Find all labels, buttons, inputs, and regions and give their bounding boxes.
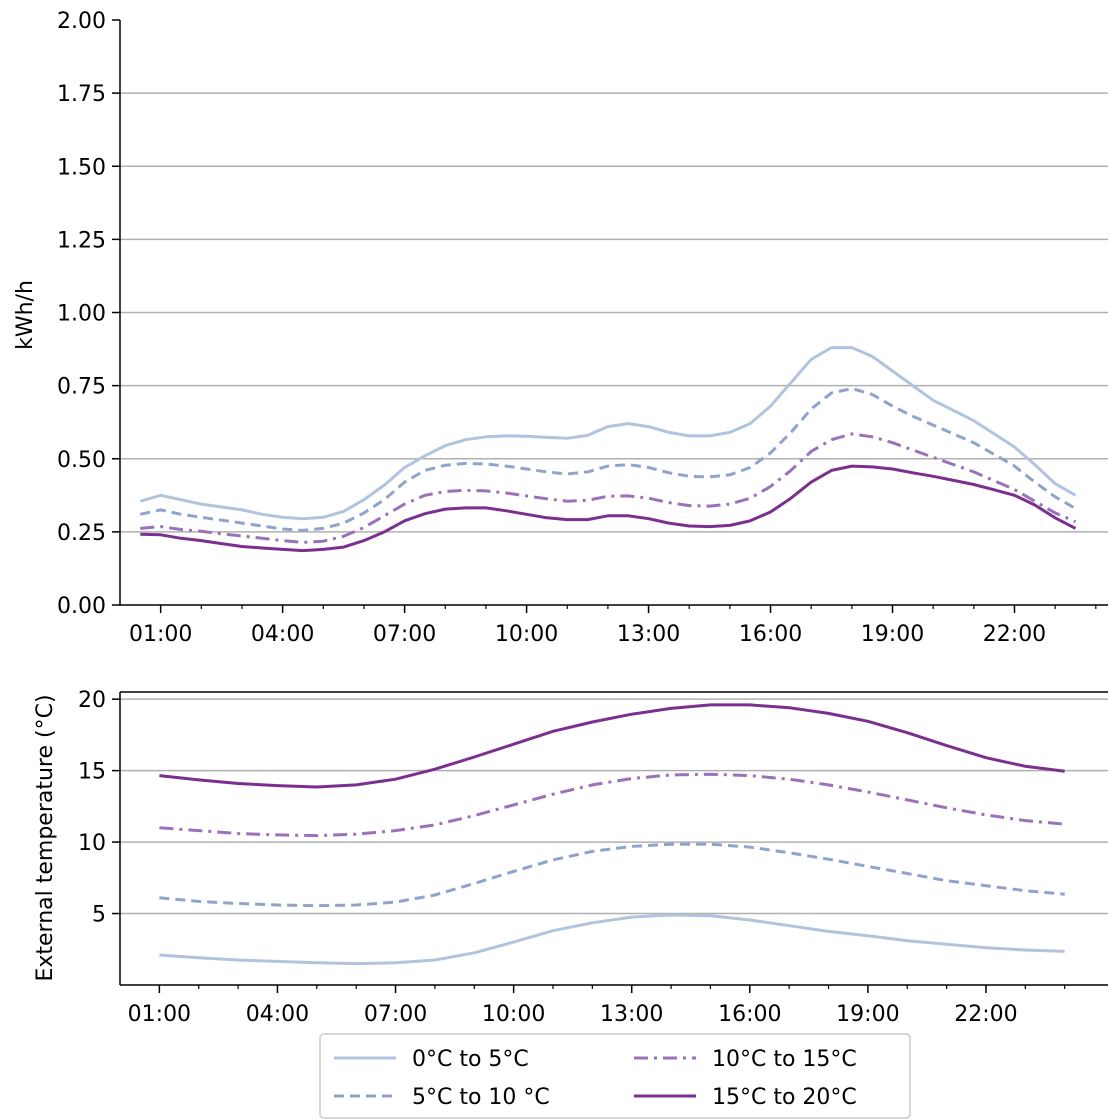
y-tick-label: 1.75 (57, 82, 106, 107)
energy-y-ticks: 0.00 0.25 0.50 0.75 1.00 1.25 1.50 1.75 2.00 (57, 9, 120, 619)
x-tick-label: 22:00 (983, 622, 1046, 647)
x-tick-label: 19:00 (861, 622, 924, 647)
energy-chart: 0.00 0.25 0.50 0.75 1.00 1.25 1.50 1.75 2.00 01:… (13, 9, 1108, 647)
series-line-1 (139, 346, 1077, 521)
energy-x-ticks: 01:00 04:00 07:00 10:00 13:00 16:00 19:00 22:00 (129, 605, 1097, 647)
x-tick-label: 10:00 (482, 1002, 545, 1027)
x-tick-label: 07:00 (364, 1002, 427, 1027)
temperature-series-lines (159, 703, 1065, 966)
x-tick-label: 16:00 (718, 1002, 781, 1027)
temperature-gridlines (120, 698, 1108, 915)
x-tick-label: 13:00 (600, 1002, 663, 1027)
series-line-4 (159, 703, 1065, 789)
series-line-3 (159, 772, 1065, 838)
y-tick-label: 0.00 (57, 594, 106, 619)
series-line-2 (159, 842, 1065, 908)
legend-label: 10°C to 15°C (712, 1047, 857, 1072)
x-tick-label: 10:00 (495, 622, 558, 647)
y-tick-label: 20 (78, 688, 106, 713)
y-tick-label: 0.50 (57, 448, 106, 473)
temperature-x-ticks: 01:00 04:00 07:00 10:00 13:00 16:00 19:00 22:00 (128, 985, 1066, 1027)
x-tick-label: 22:00 (954, 1002, 1017, 1027)
x-tick-label: 13:00 (617, 622, 680, 647)
x-tick-label: 16:00 (739, 622, 802, 647)
series-line-2 (139, 387, 1077, 532)
legend-label: 5°C to 10 °C (412, 1085, 550, 1110)
x-tick-label: 01:00 (129, 622, 192, 647)
x-tick-label: 07:00 (373, 622, 436, 647)
y-tick-label: 10 (78, 831, 106, 856)
x-tick-label: 04:00 (246, 1002, 309, 1027)
energy-series-lines (139, 346, 1077, 553)
y-tick-label: 0.75 (57, 375, 106, 400)
energy-y-axis-label: kWh/h (13, 280, 38, 350)
legend-items: 0°C to 5°C 10°C to 15°C 5°C to 10 °C 15°C t… (334, 1047, 857, 1110)
x-tick-label: 19:00 (836, 1002, 899, 1027)
temperature-y-ticks: 5 10 15 20 (78, 688, 120, 928)
series-line-1 (159, 913, 1065, 966)
series-line-4 (140, 464, 1077, 553)
temperature-axes (119, 691, 1108, 986)
temperature-chart: 5 10 15 20 01:00 04:00 07:00 10:00 13:00 16:00 19… (33, 688, 1108, 1027)
y-tick-label: 5 (92, 903, 106, 928)
y-tick-label: 0.25 (57, 521, 106, 546)
energy-gridlines (120, 92, 1108, 533)
y-tick-label: 1.50 (57, 155, 106, 180)
legend: 0°C to 5°C 10°C to 15°C 5°C to 10 °C 15°C t… (319, 1033, 911, 1119)
temperature-y-axis-label: External temperature (°C) (33, 694, 58, 981)
series-line-3 (140, 432, 1077, 544)
legend-frame (319, 1033, 911, 1119)
y-tick-label: 1.00 (57, 302, 106, 327)
legend-label: 0°C to 5°C (412, 1047, 529, 1072)
legend-label: 15°C to 20°C (712, 1085, 857, 1110)
y-tick-label: 15 (78, 760, 106, 785)
x-tick-label: 04:00 (251, 622, 314, 647)
y-tick-label: 2.00 (57, 9, 106, 34)
x-tick-label: 01:00 (128, 1002, 191, 1027)
y-tick-label: 1.25 (57, 228, 106, 253)
